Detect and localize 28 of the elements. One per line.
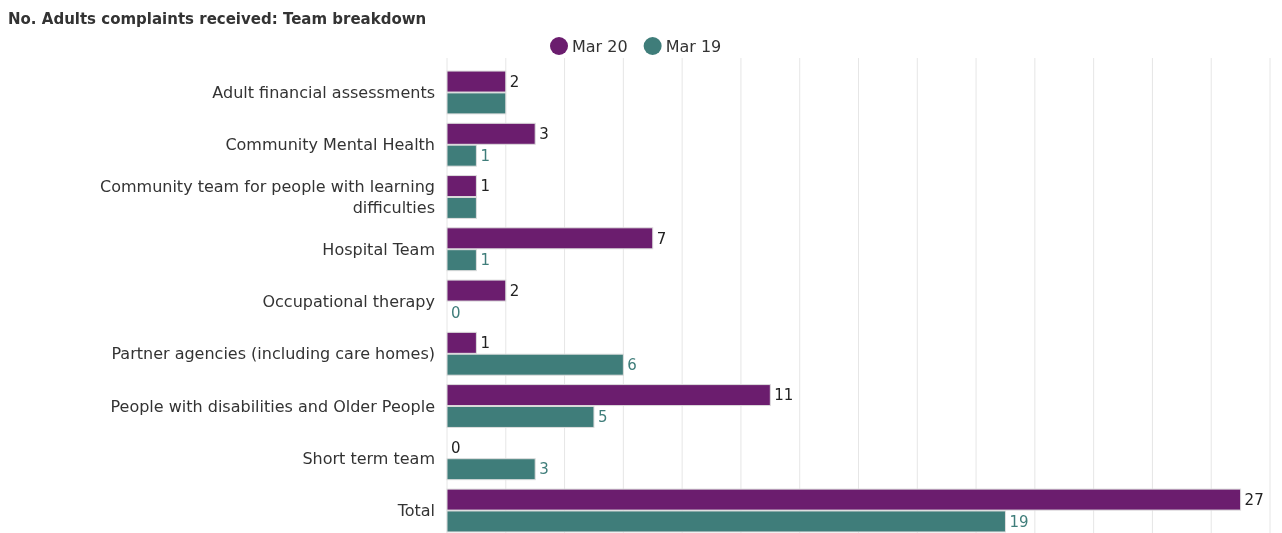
y-tick-label: Partner agencies (including care homes) [111, 344, 435, 364]
y-tick-label: Total [396, 501, 435, 521]
data-label: 2 [509, 72, 520, 91]
data-label: 6 [627, 355, 637, 374]
data-label: 0 [451, 438, 461, 457]
data-label: 3 [539, 125, 549, 144]
y-tick-label: Adult financial assessments [212, 83, 435, 103]
data-label: 5 [597, 408, 608, 427]
data-label: 0 [451, 303, 461, 322]
data-label: 11 [774, 386, 794, 405]
data-label: 1 [480, 251, 490, 270]
legend-label: Mar 20 [572, 36, 628, 56]
data-label: 3 [539, 460, 549, 479]
data-label: 1 [480, 334, 490, 353]
data-label: 7 [656, 229, 667, 248]
y-tick-label: Community Mental Health [225, 135, 435, 155]
y-tick-label: Hospital Team [322, 239, 435, 259]
text: No. Adults complaints received: Team breakdown [8, 10, 427, 28]
y-tick-label: Community team for people with learning difficulties [100, 177, 435, 218]
data-label: 27 [1244, 490, 1264, 509]
data-label: 19 [1009, 512, 1029, 531]
legend-label: Mar 19 [665, 36, 722, 56]
data-label: 1 [480, 177, 490, 196]
y-tick-label: People with disabilities and Older People [110, 396, 435, 416]
y-tick-label: Short term team [302, 448, 435, 468]
data-label: 2 [509, 281, 520, 300]
y-tick-label: Occupational therapy [262, 292, 435, 312]
data-label: 1 [480, 146, 490, 165]
